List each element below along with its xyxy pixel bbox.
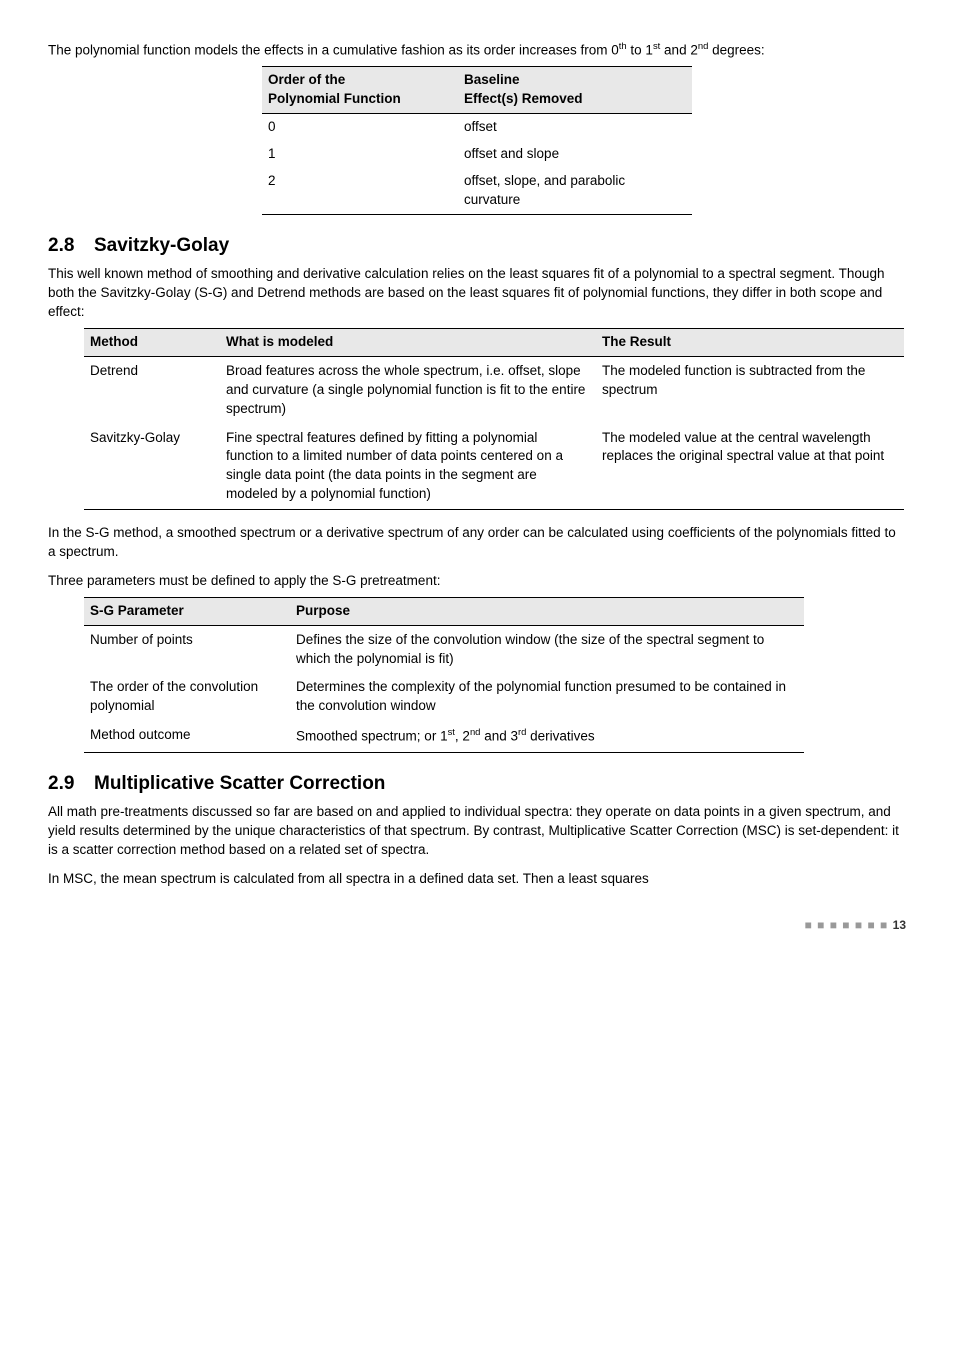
table-cell: 0 bbox=[262, 114, 458, 141]
table-cell: Number of points bbox=[84, 625, 290, 673]
section-heading-2-8: 2.8Savitzky-Golay bbox=[48, 233, 906, 260]
page-number: 13 bbox=[893, 918, 906, 932]
table-header: Purpose bbox=[290, 597, 804, 625]
method-comparison-table: Method What is modeled The Result Detren… bbox=[84, 328, 904, 510]
body-paragraph: This well known method of smoothing and … bbox=[48, 265, 906, 322]
table-cell: The order of the convolution polynomial bbox=[84, 673, 290, 721]
table-cell: 2 bbox=[262, 168, 458, 214]
intro-text: and 2 bbox=[660, 43, 698, 58]
table-cell: Savitzky-Golay bbox=[84, 424, 220, 510]
section-number: 2.9 bbox=[48, 771, 94, 798]
table-header: Order of the Polynomial Function bbox=[262, 67, 458, 114]
body-paragraph: All math pre-treatments discussed so far… bbox=[48, 803, 906, 860]
table-cell: Detrend bbox=[84, 356, 220, 423]
table-header: Baseline Effect(s) Removed bbox=[458, 67, 692, 114]
table-header: What is modeled bbox=[220, 329, 596, 357]
table-header: The Result bbox=[596, 329, 904, 357]
sup-nd: nd bbox=[470, 727, 481, 738]
sup-nd: nd bbox=[698, 41, 709, 52]
body-paragraph: In the S-G method, a smoothed spectrum o… bbox=[48, 524, 906, 562]
intro-text: degrees: bbox=[708, 43, 764, 58]
intro-paragraph: The polynomial function models the effec… bbox=[48, 40, 906, 60]
table-cell: offset, slope, and parabolic curvature bbox=[458, 168, 692, 214]
section-title: Multiplicative Scatter Correction bbox=[94, 773, 385, 794]
table-cell: Defines the size of the convolution wind… bbox=[290, 625, 804, 673]
sup-st: st bbox=[448, 727, 455, 738]
intro-text: to 1 bbox=[627, 43, 653, 58]
table-cell: Method outcome bbox=[84, 721, 290, 752]
table-cell: The modeled value at the central wavelen… bbox=[596, 424, 904, 510]
section-heading-2-9: 2.9Multiplicative Scatter Correction bbox=[48, 771, 906, 798]
intro-text: The polynomial function models the effec… bbox=[48, 43, 619, 58]
table-header: S-G Parameter bbox=[84, 597, 290, 625]
table-cell: offset and slope bbox=[458, 141, 692, 168]
section-title: Savitzky-Golay bbox=[94, 235, 229, 256]
footer-dots: ■ ■ ■ ■ ■ ■ ■ bbox=[805, 918, 893, 932]
table-cell: 1 bbox=[262, 141, 458, 168]
table-cell: The modeled function is subtracted from … bbox=[596, 356, 904, 423]
polynomial-order-table: Order of the Polynomial Function Baselin… bbox=[262, 66, 692, 214]
table-header: Method bbox=[84, 329, 220, 357]
table-cell: Determines the complexity of the polynom… bbox=[290, 673, 804, 721]
table-cell: Fine spectral features defined by fittin… bbox=[220, 424, 596, 510]
section-number: 2.8 bbox=[48, 233, 94, 260]
table-cell: Broad features across the whole spectrum… bbox=[220, 356, 596, 423]
body-paragraph: Three parameters must be defined to appl… bbox=[48, 572, 906, 591]
table-cell: offset bbox=[458, 114, 692, 141]
sg-parameter-table: S-G Parameter Purpose Number of points D… bbox=[84, 597, 804, 753]
sup-th: th bbox=[619, 41, 627, 52]
body-paragraph: In MSC, the mean spectrum is calculated … bbox=[48, 870, 906, 889]
table-cell: Smoothed spectrum; or 1st, 2nd and 3rd d… bbox=[290, 721, 804, 752]
page-footer: ■ ■ ■ ■ ■ ■ ■ 13 bbox=[48, 917, 906, 934]
